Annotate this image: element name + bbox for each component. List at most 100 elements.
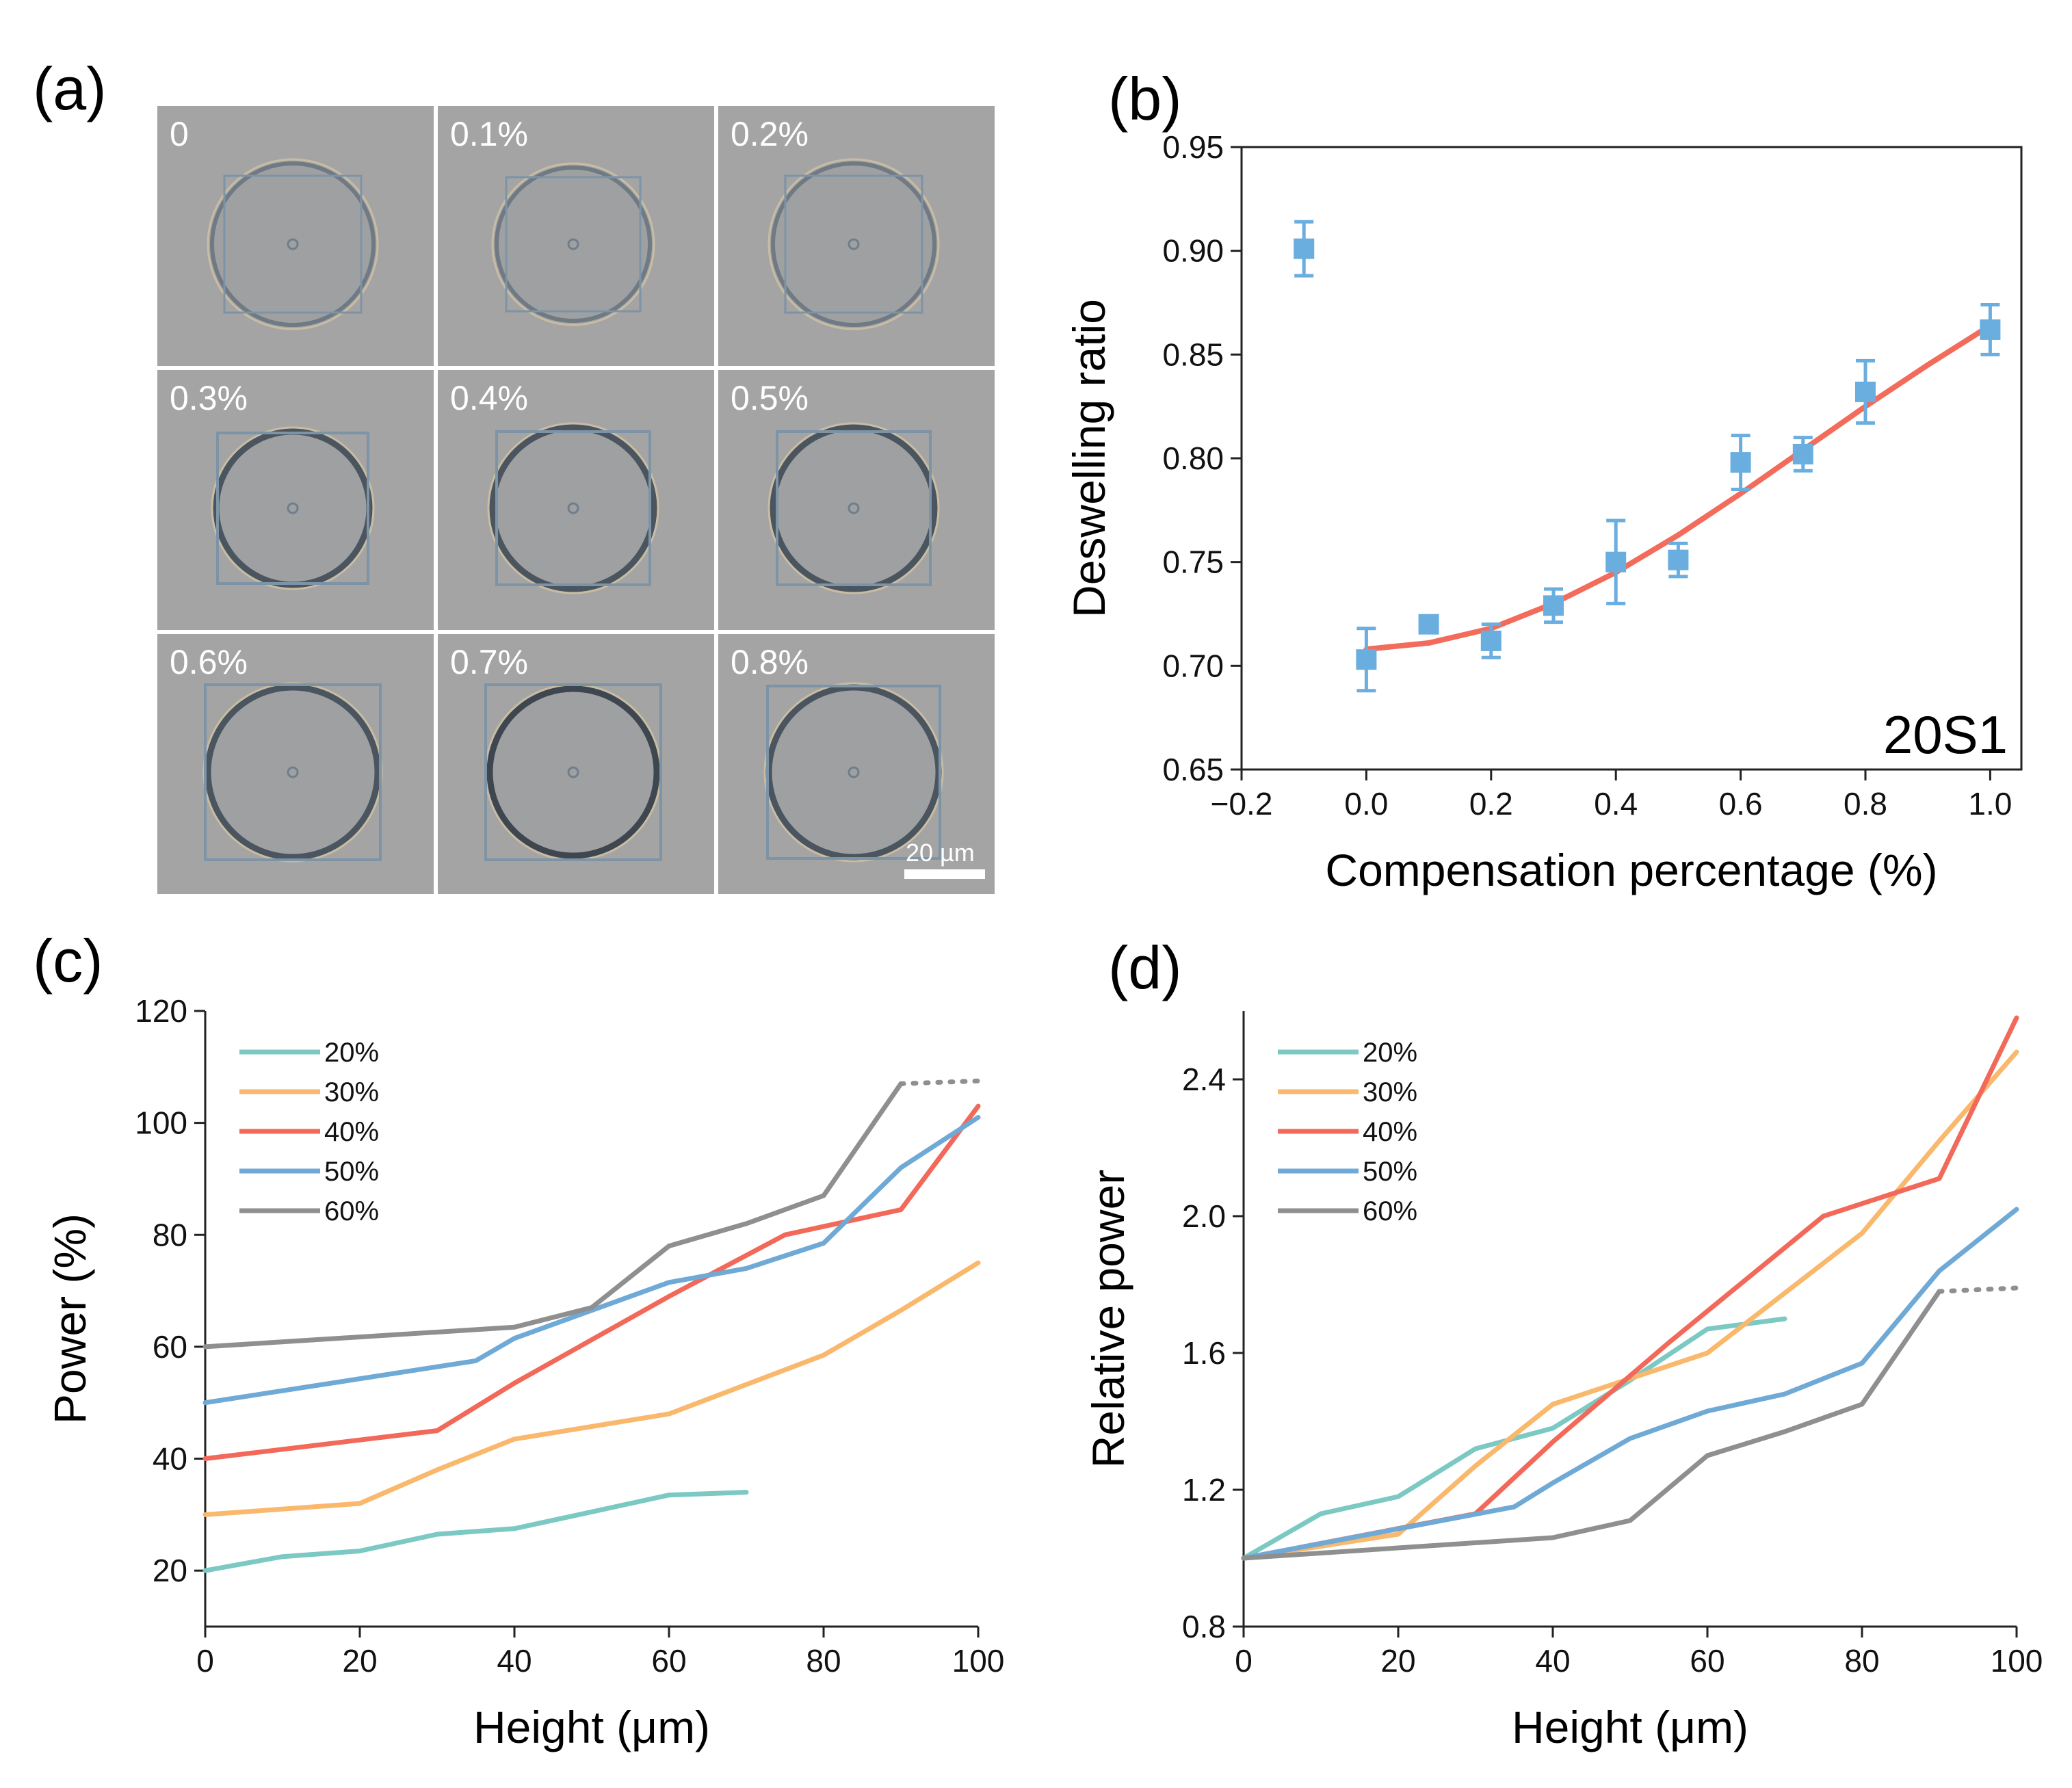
series-line-30 [1241,1049,2019,1561]
scale-bar [904,869,985,879]
compensation-label: 0.3% [170,379,248,417]
y-axis-title: Relative power [1083,1170,1133,1469]
y-tick-label: 0.80 [1162,441,1224,476]
micrograph-cell: 0.4% [438,370,714,630]
panel-a-label: (a) [33,55,107,122]
x-axis-title: Height (μm) [473,1702,710,1752]
series-line-20 [1241,1316,1787,1561]
series-line-50 [1241,1207,2019,1561]
microsphere [765,684,942,860]
legend-label: 40% [1363,1117,1417,1147]
point-marker [1668,549,1689,570]
legend-label: 20% [324,1038,379,1068]
legend-entry: 20% [1278,1038,1417,1068]
point-marker [1543,595,1564,616]
inner-square-structure [784,174,923,314]
inner-square-structure [766,685,941,860]
y-tick-label: 1.2 [1182,1472,1226,1508]
x-tick-label: 0.8 [1844,786,1887,821]
y-tick-label: 0.8 [1182,1609,1226,1644]
legend-entry: 20% [239,1038,379,1068]
series-line-50 [202,1115,981,1406]
x-tick-label: 0 [196,1643,214,1679]
microsphere [770,424,938,592]
point-marker [1605,551,1627,573]
center-dot [848,238,860,250]
microsphere [489,424,657,592]
x-tick-label: 80 [806,1643,841,1679]
series-line-40 [1241,1015,2019,1561]
x-tick-label: 80 [1844,1643,1879,1679]
microsphere-rim [768,422,940,594]
data-point [1605,518,1627,605]
legend-label: 20% [1363,1038,1417,1068]
data-point [1855,358,1876,425]
legend-label: 60% [1363,1196,1417,1226]
y-tick-label: 100 [135,1105,187,1141]
compensation-label: 0.6% [170,643,248,681]
y-tick-label: 0.95 [1162,129,1224,165]
data-point [1730,434,1751,491]
legend-entry: 60% [1278,1196,1417,1226]
panel-d-label: (d) [1108,934,1182,1001]
micrograph-cell: 0.3% [157,370,434,630]
x-tick-label: −0.2 [1211,786,1273,821]
microsphere [205,684,381,860]
y-tick-label: 0.75 [1162,544,1224,580]
inner-square-structure [495,430,651,586]
panel-c-label: (c) [33,927,103,995]
data-point [1980,303,2001,356]
center-dot [848,766,860,778]
x-tick-label: 20 [342,1643,377,1679]
y-tick-label: 80 [153,1217,187,1252]
compensation-label: 0.2% [731,115,809,153]
point-marker [1730,452,1751,473]
micrograph-cell: 0.7% [438,634,714,894]
inner-square-structure [204,683,382,861]
y-tick-label: 0.85 [1162,337,1224,372]
microsphere [213,428,373,588]
panel-b-label: (b) [1108,65,1182,133]
y-tick-label: 0.70 [1162,648,1224,683]
legend-label: 60% [324,1196,379,1226]
micrograph-cell: 0 [157,106,434,366]
compensation-label: 0 [170,115,189,153]
x-tick-label: 0.4 [1594,786,1638,821]
x-tick-label: 40 [497,1643,532,1679]
legend-label: 50% [324,1157,379,1187]
microsphere [771,161,936,327]
center-dot [287,766,299,778]
y-tick-label: 0.90 [1162,233,1224,269]
series-line-40 [202,1103,981,1461]
x-tick-label: 100 [952,1643,1005,1679]
point-marker [1356,649,1377,670]
inner-square-structure [223,174,363,314]
center-dot [567,238,579,250]
microsphere-rim [207,158,379,330]
chart-d: 0 20 40 60 80 100 0.8 1.2 1.6 2.0 2.4 Height (μm) Re… [1083,1011,2043,1752]
y-tick-label: 2.4 [1182,1062,1226,1097]
microsphere-rim [211,426,375,590]
y-tick-label: 120 [135,993,187,1029]
compensation-label: 0.1% [450,115,528,153]
microsphere-rim [487,422,659,594]
center-dot [567,766,579,778]
legend-entry: 40% [1278,1117,1417,1147]
point-marker [1792,443,1813,464]
x-tick-label: 60 [1690,1643,1725,1679]
series-line-20 [202,1490,749,1573]
compensation-label: 0.7% [450,643,528,681]
microsphere [210,161,376,327]
micrograph-cell: 0.1% [438,106,714,366]
compensation-label: 0.8% [731,643,809,681]
sample-annotation: 20S1 [1883,705,2008,765]
x-tick-label: 0 [1235,1643,1253,1679]
legend-label: 30% [324,1077,379,1107]
series-line-30 [202,1260,981,1517]
point-marker [1294,238,1315,259]
micrograph-grid: 0 0.1% 0.2% 0.3% 0.4% 0.5% 0.6% 0.7% 0.8% 20 µm [156,105,996,895]
point-marker [1855,381,1876,402]
y-tick-label: 60 [153,1329,187,1365]
y-tick-label: 2.0 [1182,1198,1226,1234]
